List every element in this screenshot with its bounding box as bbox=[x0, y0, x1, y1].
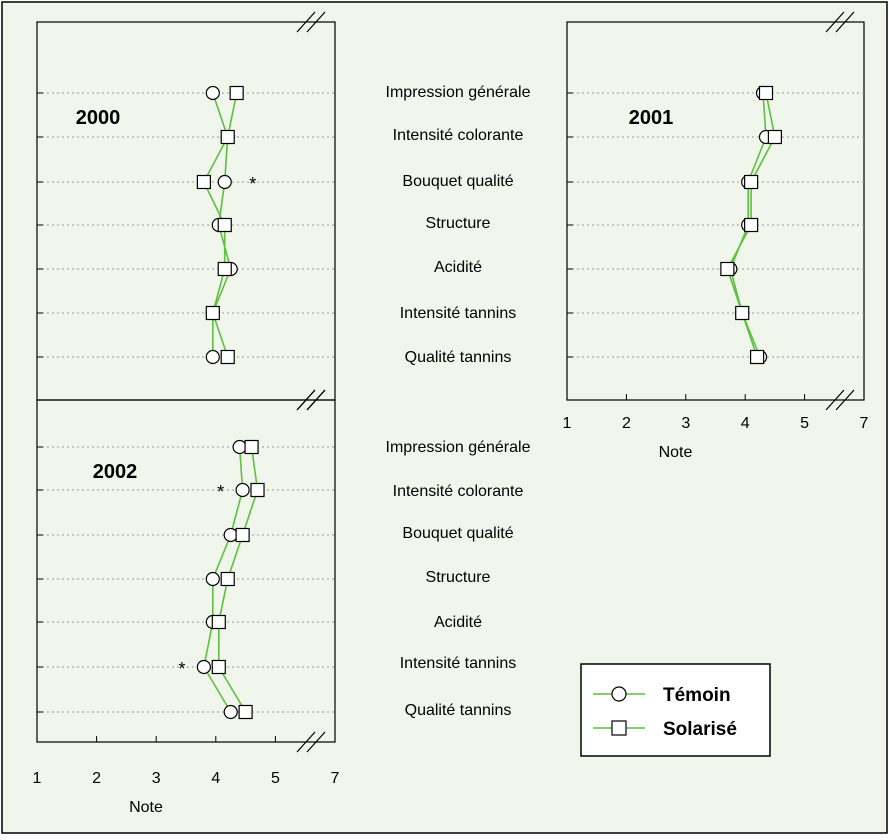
point-temoin bbox=[235, 482, 250, 498]
category-label: Bouquet qualité bbox=[402, 173, 513, 190]
panel-title: 2000 bbox=[76, 107, 121, 129]
axis-break-mark bbox=[835, 11, 855, 33]
point-solarise bbox=[217, 261, 232, 277]
category-label: Intensité tannins bbox=[400, 655, 517, 672]
point-solarise bbox=[744, 217, 759, 233]
point-solarise bbox=[720, 261, 735, 277]
point-temoin bbox=[223, 527, 238, 543]
point-solarise bbox=[235, 527, 250, 543]
category-label: Impression générale bbox=[386, 439, 531, 456]
category-label: Acidité bbox=[434, 614, 482, 631]
x-tick-label: 1 bbox=[33, 770, 42, 787]
point-solarise bbox=[744, 174, 759, 190]
point-temoin bbox=[217, 174, 232, 190]
axis-break-mark bbox=[296, 731, 316, 753]
category-label: Impression générale bbox=[386, 84, 531, 101]
axis-break-mark bbox=[825, 11, 845, 33]
point-solarise bbox=[220, 349, 235, 365]
point-solarise bbox=[229, 85, 244, 101]
point-solarise bbox=[244, 439, 259, 455]
point-temoin bbox=[223, 704, 238, 720]
point-temoin bbox=[205, 571, 220, 587]
x-tick-label: 7 bbox=[860, 415, 869, 432]
legend-label: Solarisé bbox=[663, 719, 737, 740]
panel-title: 2001 bbox=[629, 107, 674, 129]
x-tick-label: 5 bbox=[800, 415, 809, 432]
category-label: Structure bbox=[426, 569, 491, 586]
category-label: Intensité colorante bbox=[393, 127, 524, 144]
significance-star: * bbox=[249, 174, 256, 194]
legend-marker-solarise bbox=[611, 720, 627, 736]
category-label: Structure bbox=[426, 215, 491, 232]
axis-break-mark bbox=[296, 389, 316, 411]
point-solarise bbox=[217, 217, 232, 233]
category-label: Qualité tannins bbox=[405, 702, 512, 719]
panel-frame bbox=[566, 21, 865, 401]
x-tick-label: 3 bbox=[152, 770, 161, 787]
point-temoin bbox=[232, 439, 247, 455]
point-solarise bbox=[735, 305, 750, 321]
point-solarise bbox=[749, 349, 765, 365]
category-label: Bouquet qualité bbox=[402, 525, 513, 542]
x-tick-label: 7 bbox=[331, 770, 340, 787]
x-tick-label: 2 bbox=[622, 415, 631, 432]
legend-marker-temoin bbox=[611, 686, 627, 702]
axis-break-mark bbox=[306, 389, 326, 411]
point-solarise bbox=[758, 85, 774, 101]
point-solarise bbox=[250, 482, 265, 498]
x-tick-label: 2 bbox=[92, 770, 101, 787]
axis-break-mark bbox=[296, 11, 316, 33]
category-label: Acidité bbox=[434, 259, 482, 276]
point-temoin bbox=[205, 85, 220, 101]
point-solarise bbox=[211, 614, 226, 630]
x-tick-label: 1 bbox=[563, 415, 572, 432]
significance-star: * bbox=[217, 482, 224, 502]
x-tick-label: 5 bbox=[271, 770, 280, 787]
point-temoin bbox=[205, 349, 220, 365]
point-temoin bbox=[196, 659, 211, 675]
axis-break-mark bbox=[835, 389, 855, 411]
panel-frame bbox=[36, 399, 336, 743]
category-label: Intensité colorante bbox=[393, 483, 524, 500]
significance-star: * bbox=[178, 659, 185, 679]
legend-label: Témoin bbox=[663, 685, 731, 706]
x-tick-label: 4 bbox=[741, 415, 750, 432]
axis-break-mark bbox=[825, 389, 845, 411]
axis-break-mark bbox=[306, 11, 326, 33]
x-axis-label: Note bbox=[659, 444, 693, 461]
point-solarise bbox=[767, 129, 783, 145]
category-label: Intensité tannins bbox=[400, 305, 517, 322]
x-axis-label: Note bbox=[129, 799, 163, 816]
point-solarise bbox=[238, 704, 253, 720]
point-solarise bbox=[196, 174, 211, 190]
point-solarise bbox=[220, 571, 235, 587]
category-label: Qualité tannins bbox=[405, 349, 512, 366]
axis-break-mark bbox=[306, 731, 326, 753]
panel-title: 2002 bbox=[93, 461, 138, 483]
point-solarise bbox=[211, 659, 226, 675]
point-solarise bbox=[220, 129, 235, 145]
x-tick-label: 4 bbox=[211, 770, 220, 787]
x-tick-label: 3 bbox=[681, 415, 690, 432]
legend-box bbox=[580, 663, 771, 757]
point-solarise bbox=[205, 305, 220, 321]
